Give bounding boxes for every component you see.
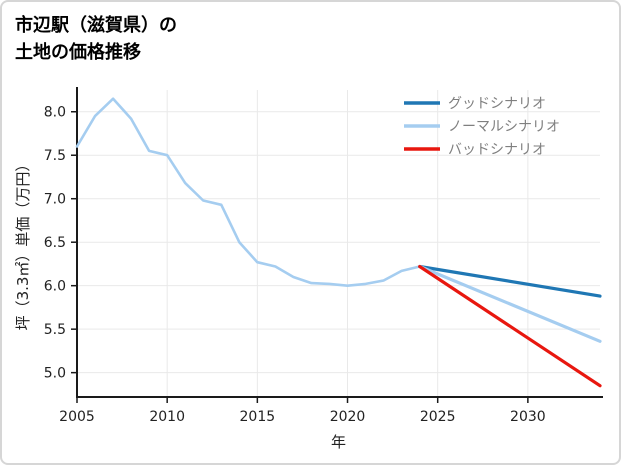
series-line-normal: [418, 264, 602, 343]
chart-title-line2: 土地の価格推移: [15, 42, 141, 63]
series-line-good: [418, 264, 602, 298]
x-tick-label: 2030: [510, 409, 546, 425]
x-tick-label: 2025: [420, 409, 456, 425]
series-line-history: [75, 97, 422, 288]
y-tick-label: 5.5: [44, 322, 66, 338]
y-tick-label: 8.0: [44, 105, 66, 121]
x-tick-label: 2015: [240, 409, 276, 425]
chart-title-line1: 市辺駅（滋賀県）の: [15, 15, 177, 36]
y-tick-label: 7.5: [44, 148, 66, 164]
legend-label-normal: ノーマルシナリオ: [448, 119, 560, 135]
chart-title: 市辺駅（滋賀県）の 土地の価格推移: [15, 12, 177, 66]
legend-label-bad: バッドシナリオ: [448, 142, 546, 158]
y-axis-label: 坪（3.3㎡）単価（万円）: [14, 157, 32, 331]
series-line-bad: [418, 264, 602, 388]
x-tick-label: 2005: [59, 409, 95, 425]
legend-label-good: グッドシナリオ: [448, 96, 546, 112]
x-axis-label: 年: [331, 433, 346, 451]
y-tick-label: 6.0: [44, 279, 66, 295]
x-tick-label: 2010: [149, 409, 185, 425]
y-tick-label: 7.0: [44, 192, 66, 208]
y-tick-label: 5.0: [44, 366, 66, 382]
y-tick-label: 6.5: [44, 235, 66, 251]
x-tick-label: 2020: [330, 409, 366, 425]
